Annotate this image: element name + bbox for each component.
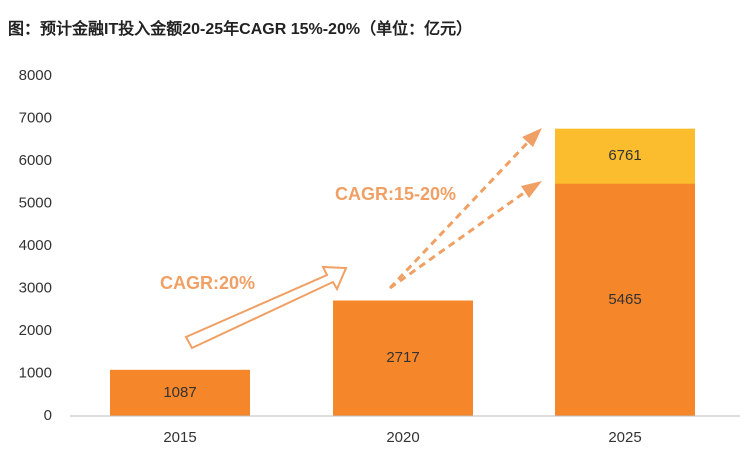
- y-tick-label: 7000: [19, 109, 52, 126]
- x-tick-label: 2025: [608, 429, 641, 446]
- y-tick-label: 5000: [19, 194, 52, 211]
- dashed-arrow: [388, 138, 532, 290]
- y-tick-label: 6000: [19, 152, 52, 169]
- data-label: 6761: [608, 147, 641, 164]
- bar: [110, 369, 250, 416]
- arrow-head: [522, 128, 542, 147]
- arrow: [184, 265, 348, 350]
- y-tick-label: 8000: [19, 67, 52, 84]
- bar: [555, 183, 695, 416]
- y-tick-label: 1000: [19, 364, 52, 381]
- data-label: 5465: [608, 291, 641, 308]
- data-label: 2717: [386, 349, 419, 366]
- y-tick-label: 0: [44, 407, 52, 424]
- y-tick-label: 2000: [19, 322, 52, 339]
- x-tick-label: 2020: [386, 429, 419, 446]
- dashed-arrow: [389, 188, 529, 290]
- y-tick-label: 3000: [19, 279, 52, 296]
- x-tick-label: 2015: [163, 429, 196, 446]
- bar: [333, 300, 473, 416]
- arrow-head: [521, 181, 542, 198]
- annotation: CAGR:20%: [160, 273, 255, 293]
- chart-title: 图：预计金融IT投入金额20-25年CAGR 15%-20%（单位：亿元）: [8, 19, 472, 38]
- annotation: CAGR:15-20%: [335, 184, 456, 204]
- y-tick-label: 4000: [19, 237, 52, 254]
- data-label: 1087: [163, 384, 196, 401]
